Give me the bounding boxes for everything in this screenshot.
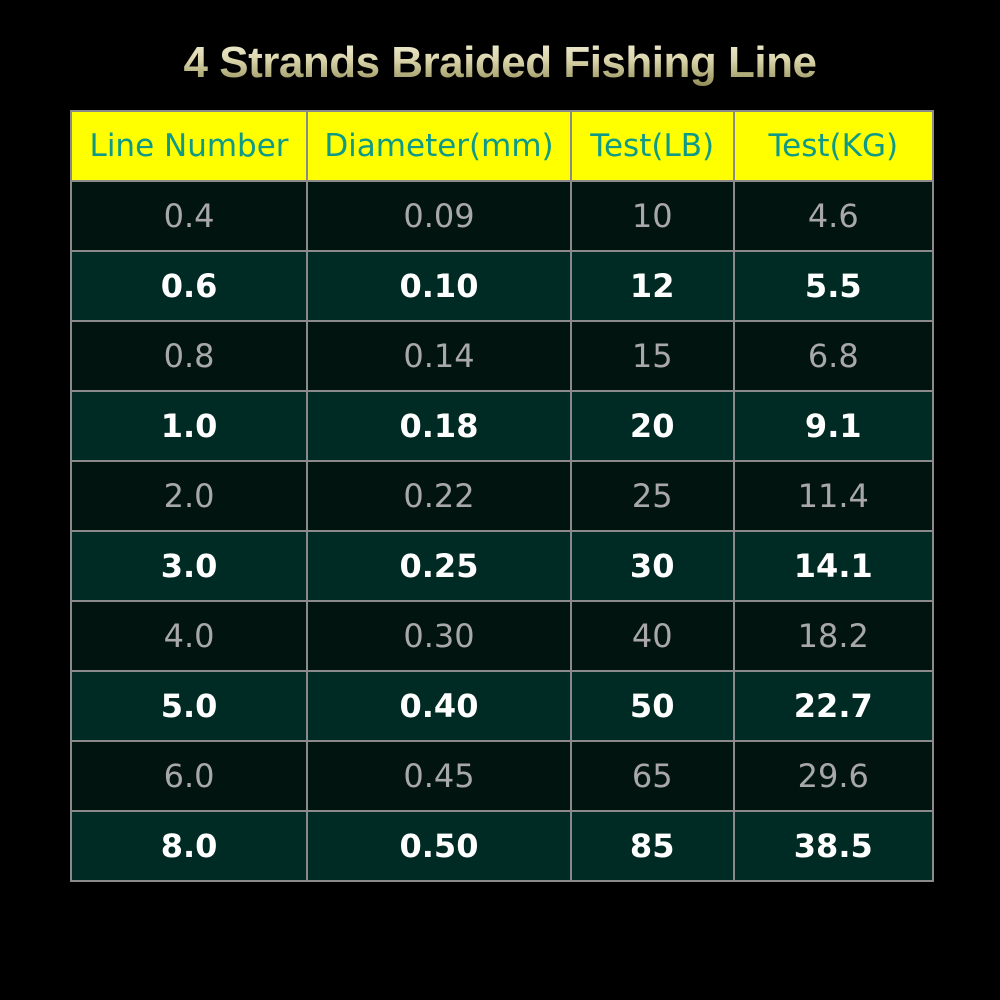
header-diameter: Diameter(mm) [306,110,572,182]
cell-line-number: 0.8 [69,320,309,392]
cell-diameter: 0.45 [306,740,572,812]
cell-test-lb: 15 [569,320,735,392]
cell-test-lb: 50 [569,670,735,742]
cell-line-number: 0.4 [69,180,309,252]
table-row: 8.0 0.50 85 38.5 [69,810,935,882]
table-row: 5.0 0.40 50 22.7 [69,670,935,742]
cell-line-number: 4.0 [69,600,309,672]
cell-line-number: 5.0 [69,670,309,742]
cell-test-kg: 9.1 [732,390,935,462]
cell-test-kg: 11.4 [732,460,935,532]
header-line-number: Line Number [69,110,309,182]
cell-diameter: 0.25 [306,530,572,602]
cell-line-number: 2.0 [69,460,309,532]
cell-test-kg: 14.1 [732,530,935,602]
cell-diameter: 0.09 [306,180,572,252]
cell-diameter: 0.40 [306,670,572,742]
table-row: 6.0 0.45 65 29.6 [69,740,935,812]
cell-test-kg: 29.6 [732,740,935,812]
cell-test-kg: 6.8 [732,320,935,392]
table-row: 2.0 0.22 25 11.4 [69,460,935,532]
cell-test-kg: 18.2 [732,600,935,672]
cell-diameter: 0.22 [306,460,572,532]
cell-test-lb: 65 [569,740,735,812]
header-row: Line Number Diameter(mm) Test(LB) Test(K… [69,110,935,182]
cell-test-lb: 20 [569,390,735,462]
cell-test-kg: 22.7 [732,670,935,742]
cell-test-lb: 85 [569,810,735,882]
table-row: 0.4 0.09 10 4.6 [69,180,935,252]
cell-test-lb: 25 [569,460,735,532]
cell-test-lb: 12 [569,250,735,322]
page-title: 4 Strands Braided Fishing Line [0,38,1000,88]
cell-line-number: 0.6 [69,250,309,322]
cell-test-lb: 40 [569,600,735,672]
cell-line-number: 8.0 [69,810,309,882]
cell-diameter: 0.30 [306,600,572,672]
cell-test-kg: 4.6 [732,180,935,252]
spec-table: Line Number Diameter(mm) Test(LB) Test(K… [69,110,935,882]
cell-test-lb: 10 [569,180,735,252]
cell-diameter: 0.14 [306,320,572,392]
table-row: 3.0 0.25 30 14.1 [69,530,935,602]
cell-diameter: 0.10 [306,250,572,322]
cell-line-number: 3.0 [69,530,309,602]
table-row: 1.0 0.18 20 9.1 [69,390,935,462]
cell-test-kg: 38.5 [732,810,935,882]
cell-line-number: 1.0 [69,390,309,462]
cell-diameter: 0.50 [306,810,572,882]
cell-test-lb: 30 [569,530,735,602]
cell-test-kg: 5.5 [732,250,935,322]
table-row: 4.0 0.30 40 18.2 [69,600,935,672]
table-row: 0.8 0.14 15 6.8 [69,320,935,392]
header-test-kg: Test(KG) [732,110,935,182]
header-test-lb: Test(LB) [569,110,735,182]
table-row: 0.6 0.10 12 5.5 [69,250,935,322]
cell-line-number: 6.0 [69,740,309,812]
cell-diameter: 0.18 [306,390,572,462]
